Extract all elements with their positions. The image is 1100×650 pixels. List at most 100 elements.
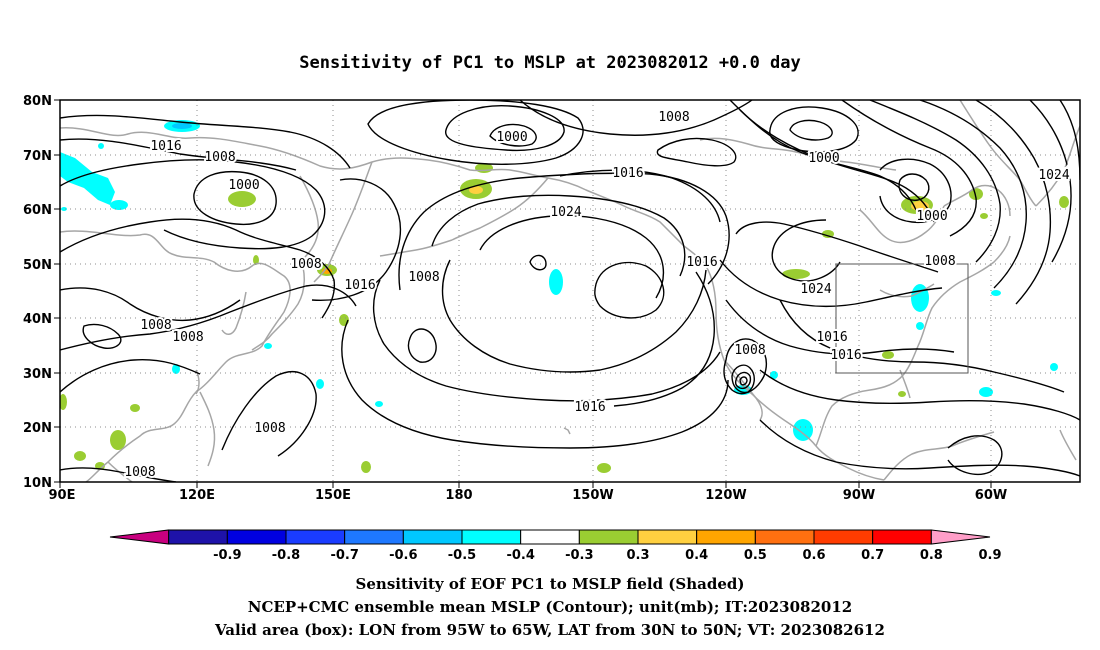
contour-label: 1008 bbox=[734, 343, 765, 358]
shade-patch-negative bbox=[979, 387, 993, 397]
lon-tick-label: 150W bbox=[572, 488, 613, 503]
colorbar-swatch bbox=[226, 529, 287, 545]
coastline-alaska bbox=[547, 177, 707, 267]
coastline-greenland bbox=[959, 100, 1037, 207]
contour-label: 1016 bbox=[830, 348, 861, 363]
shade-patch-negative bbox=[172, 123, 192, 129]
mslp-contour bbox=[879, 158, 952, 224]
coastline-asia bbox=[60, 230, 291, 482]
lat-labels: 10N 20N 30N 40N 50N 60N 70N 80N bbox=[23, 94, 52, 491]
shade-patch bbox=[782, 269, 810, 279]
contour-label: 1008 bbox=[290, 257, 321, 272]
coastline-labrador bbox=[943, 184, 1011, 217]
colorbar-label: 0.6 bbox=[802, 548, 825, 563]
coastline-na-east bbox=[917, 235, 1011, 347]
mslp-contour bbox=[779, 299, 1065, 393]
mslp-contour bbox=[759, 419, 1080, 477]
mslp-contour bbox=[559, 169, 721, 223]
valid-area-box bbox=[835, 263, 969, 374]
coastline-caribbean bbox=[951, 431, 995, 447]
coastline-hudson bbox=[859, 205, 945, 244]
shade-patch bbox=[110, 430, 126, 450]
shade-patch-negative bbox=[172, 364, 180, 374]
mslp-contour bbox=[719, 259, 943, 307]
coastline-central-america bbox=[883, 445, 953, 481]
mslp-contour bbox=[60, 218, 336, 319]
mslp-contour bbox=[723, 338, 768, 395]
colorbar-label: -0.3 bbox=[565, 548, 593, 563]
mslp-contour bbox=[372, 279, 721, 402]
mslp-contours bbox=[60, 100, 1080, 482]
shade-patch-negative bbox=[991, 290, 1001, 296]
mslp-contour bbox=[82, 323, 122, 349]
shade-patch bbox=[469, 186, 483, 194]
mslp-contour bbox=[341, 319, 729, 449]
shade-patch bbox=[597, 463, 611, 473]
shade-patch bbox=[980, 213, 988, 219]
lat-tick-label: 50N bbox=[23, 258, 52, 273]
mslp-contour bbox=[193, 170, 277, 226]
mslp-contour bbox=[869, 100, 1001, 263]
lat-tick-label: 30N bbox=[23, 367, 52, 382]
shade-patch-negative bbox=[98, 143, 104, 149]
shade-patch bbox=[822, 230, 834, 238]
colorbar-swatch bbox=[461, 529, 522, 545]
caption-line-2: NCEP+CMC ensemble mean MSLP (Contour); u… bbox=[248, 598, 853, 616]
colorbar-label: 0.7 bbox=[861, 548, 884, 563]
mslp-contour bbox=[60, 114, 351, 169]
contour-label: 1000 bbox=[1038, 168, 1069, 183]
mslp-contour bbox=[60, 358, 201, 393]
map-frame bbox=[59, 99, 1081, 483]
lon-tick-label: 150E bbox=[315, 488, 351, 503]
mslp-contour bbox=[519, 100, 753, 136]
contour-label: 1024 bbox=[550, 205, 581, 220]
mslp-contour bbox=[725, 299, 955, 355]
coastline-kamchatka bbox=[313, 161, 373, 283]
colorbar-swatch bbox=[754, 529, 815, 545]
mslp-contour bbox=[735, 221, 939, 273]
lon-tick-label: 90W bbox=[843, 488, 875, 503]
shade-patch-negative bbox=[549, 269, 563, 295]
contour-label: 1016 bbox=[574, 400, 605, 415]
mslp-contour bbox=[656, 137, 737, 167]
mslp-contour bbox=[739, 376, 748, 386]
contour-label: 1008 bbox=[408, 270, 439, 285]
coastline-philippines bbox=[199, 391, 216, 467]
lon-tick-label: 60W bbox=[975, 488, 1007, 503]
lat-tick-label: 40N bbox=[23, 312, 52, 327]
coastline-gulf-mexico bbox=[815, 345, 919, 447]
mslp-contour bbox=[60, 138, 297, 171]
colorbar-swatch bbox=[285, 529, 346, 545]
lat-tick-label: 10N bbox=[23, 476, 52, 491]
colorbar-label: -0.7 bbox=[330, 548, 358, 563]
lon-tick-label: 90E bbox=[49, 488, 76, 503]
mslp-contour bbox=[221, 371, 317, 457]
caption-line-1: Sensitivity of EOF PC1 to MSLP field (Sh… bbox=[356, 575, 745, 593]
colorbar-label: 0.8 bbox=[920, 548, 943, 563]
shade-patch-negative bbox=[61, 207, 67, 211]
mslp-contour bbox=[594, 261, 665, 319]
contour-label: 1008 bbox=[204, 150, 235, 165]
lon-tick-label: 180 bbox=[445, 488, 472, 503]
colorbar-swatch bbox=[168, 529, 228, 545]
contour-label: 1016 bbox=[612, 166, 643, 181]
colorbar-label: -0.5 bbox=[448, 548, 476, 563]
mslp-contour bbox=[60, 467, 177, 482]
colorbar-label: -0.9 bbox=[213, 548, 241, 563]
contour-label: 1016 bbox=[816, 330, 847, 345]
contour-label: 1000 bbox=[808, 151, 839, 166]
mslp-contour bbox=[734, 371, 752, 390]
coastline-japan bbox=[251, 257, 305, 351]
contour-label: 1008 bbox=[140, 318, 171, 333]
shade-patch bbox=[60, 394, 67, 410]
mslp-contour bbox=[431, 194, 686, 277]
colorbar-label: 0.3 bbox=[626, 548, 649, 563]
colorbar-swatch bbox=[578, 529, 639, 545]
contour-label: 1016 bbox=[150, 139, 181, 154]
mslp-contour bbox=[898, 173, 930, 201]
shade-patch-negative bbox=[911, 284, 929, 312]
tick-marks bbox=[54, 99, 992, 488]
contour-label: 1008 bbox=[172, 330, 203, 345]
contour-labels: 1016 1008 1000 1008 1008 1008 1000 1008 … bbox=[122, 108, 1071, 482]
